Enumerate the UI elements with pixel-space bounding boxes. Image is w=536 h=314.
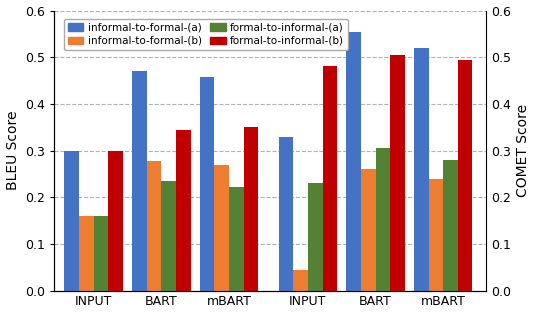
Bar — [458, 61, 473, 290]
Bar — [214, 165, 229, 290]
Bar — [390, 55, 405, 290]
Bar — [79, 216, 94, 290]
Bar — [376, 148, 390, 290]
Bar — [161, 181, 176, 290]
Bar — [132, 71, 147, 290]
Bar — [94, 216, 108, 290]
Bar — [147, 161, 161, 290]
Bar — [293, 270, 308, 290]
Bar — [346, 32, 361, 290]
Bar — [428, 179, 443, 290]
Y-axis label: BLEU Score: BLEU Score — [5, 111, 19, 190]
Bar — [108, 151, 123, 290]
Bar — [229, 187, 243, 290]
Bar — [199, 77, 214, 290]
Bar — [243, 127, 258, 290]
Bar — [176, 130, 191, 290]
Bar — [279, 137, 293, 290]
Bar — [443, 160, 458, 290]
Bar — [361, 169, 376, 290]
Y-axis label: COMET Score: COMET Score — [517, 104, 531, 197]
Legend: informal-to-formal-(a), informal-to-formal-(b), formal-to-informal-(a), formal-t: informal-to-formal-(a), informal-to-form… — [64, 19, 348, 50]
Bar — [414, 48, 428, 290]
Bar — [64, 151, 79, 290]
Bar — [323, 66, 337, 290]
Bar — [308, 183, 323, 290]
